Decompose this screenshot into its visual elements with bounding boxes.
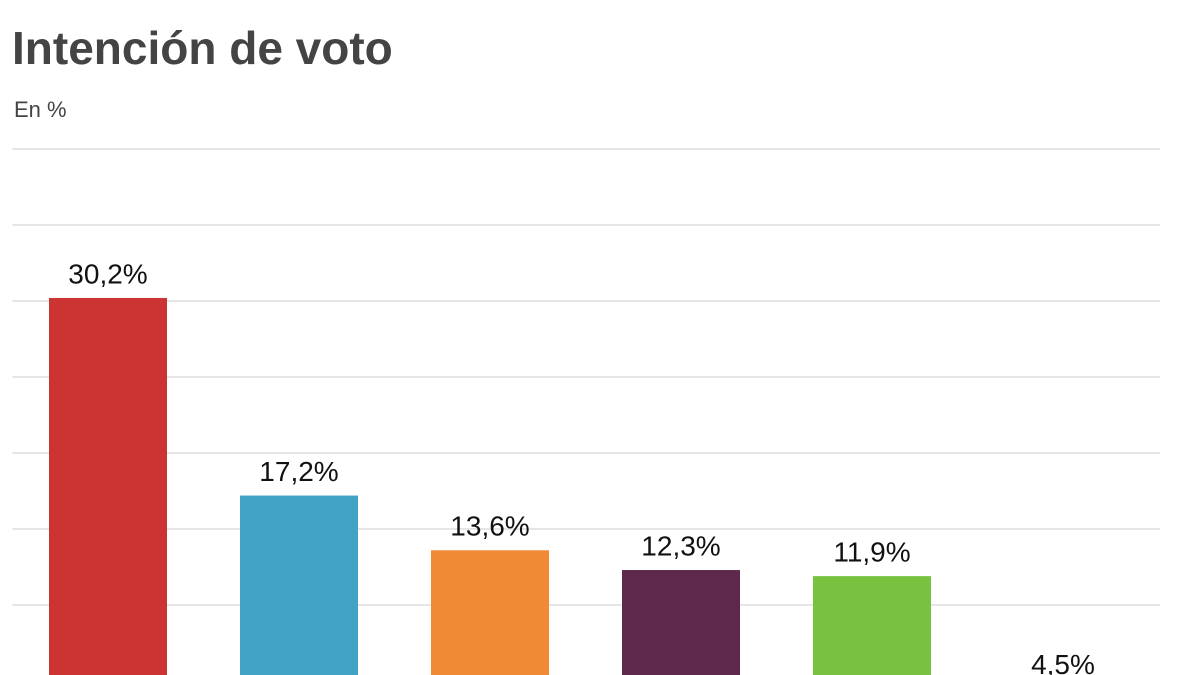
bar xyxy=(431,550,549,675)
chart-title: Intención de voto xyxy=(12,22,393,74)
value-label: 30,2% xyxy=(68,258,147,289)
value-label: 17,2% xyxy=(259,456,338,487)
value-label: 12,3% xyxy=(641,530,720,561)
chart-subtitle: En % xyxy=(14,97,67,122)
value-label: 13,6% xyxy=(450,511,529,542)
bar xyxy=(813,576,931,675)
value-label: 4,5% xyxy=(1031,649,1095,675)
value-label: 11,9% xyxy=(833,537,910,568)
bar xyxy=(240,495,358,675)
bar xyxy=(622,570,740,675)
bar xyxy=(49,297,167,675)
